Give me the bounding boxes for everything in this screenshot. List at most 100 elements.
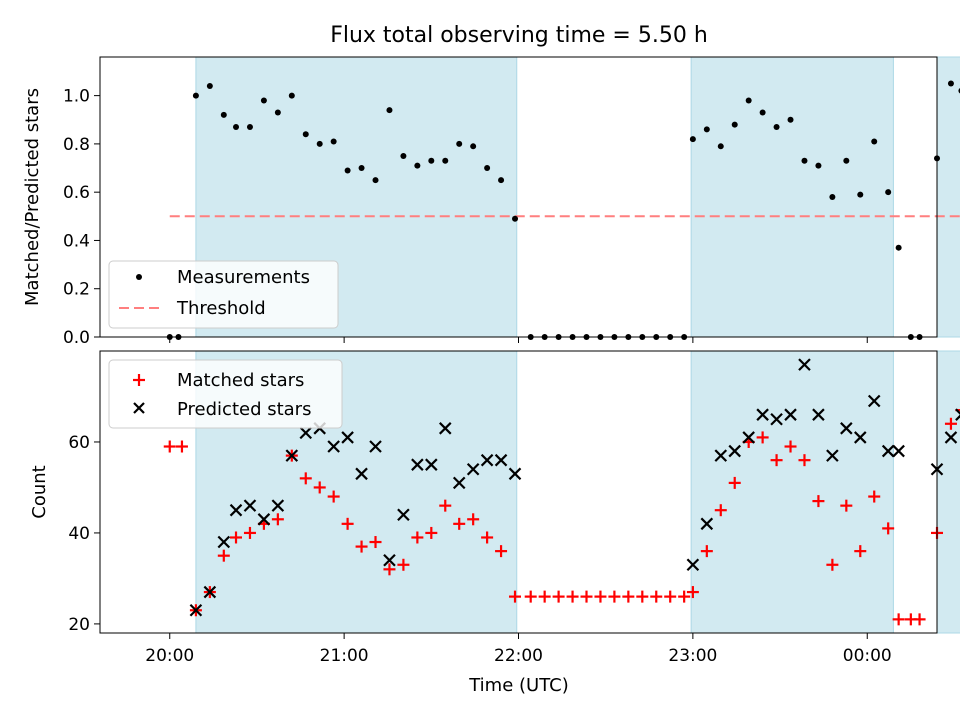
- matched-star-point: [714, 504, 727, 517]
- predicted-star-point: [770, 412, 783, 426]
- measurement-point: [484, 165, 491, 172]
- x-stroke-b: [853, 431, 867, 444]
- legend-label-predicted: Predicted stars: [177, 399, 311, 420]
- matched-star-point: [299, 472, 312, 485]
- x-stroke-b: [770, 412, 783, 426]
- predicted-star-point: [383, 553, 396, 567]
- predicted-star-point: [243, 499, 257, 512]
- predicted-star-point: [189, 603, 203, 617]
- x-stroke-b: [341, 431, 354, 444]
- y-tick-label: 0.8: [63, 135, 90, 155]
- legend-marker-measurements: [136, 274, 142, 280]
- predicted-star-point: [397, 508, 410, 522]
- x-stroke-b: [494, 453, 508, 467]
- predicted-star-point: [257, 513, 271, 526]
- matched-star-point: [163, 440, 176, 453]
- y-tick-label: 1.0: [63, 87, 90, 107]
- matched-star-point: [700, 545, 713, 558]
- x-stroke-b: [826, 449, 839, 462]
- matched-star-point: [636, 590, 649, 603]
- matched-star-point: [798, 454, 811, 467]
- predicted-star-point: [714, 449, 728, 462]
- measurement-point: [372, 177, 379, 184]
- matched-star-point: [341, 517, 354, 530]
- x-axis-label: Time (UTC): [468, 675, 569, 696]
- x-stroke-b: [383, 553, 396, 567]
- predicted-star-point: [466, 462, 480, 476]
- matched-star-point: [327, 490, 340, 503]
- predicted-star-point: [798, 358, 811, 371]
- measurement-point: [400, 152, 407, 159]
- predicted-star-point: [955, 408, 960, 421]
- x-stroke-b: [466, 462, 480, 476]
- predicted-star-point: [438, 422, 452, 435]
- legend-marker-predicted: [133, 402, 145, 414]
- x-stroke-b: [369, 440, 382, 453]
- x-stroke-b: [955, 414, 960, 421]
- predicted-star-point: [217, 535, 231, 549]
- matched-star-point: [840, 499, 853, 512]
- x-stroke-b: [700, 517, 714, 531]
- matched-star-point: [397, 558, 410, 571]
- predicted-star-point: [508, 467, 522, 481]
- measurement-point: [288, 92, 295, 99]
- measurement-point: [274, 109, 281, 116]
- measurement-point: [456, 140, 463, 147]
- measurement-point: [512, 215, 519, 222]
- x-stroke-b: [217, 535, 231, 549]
- bottom-y-axis-label: Count: [29, 465, 50, 518]
- measurement-point: [787, 116, 794, 123]
- x-stroke-b: [812, 408, 825, 421]
- predicted-star-point: [686, 558, 700, 572]
- measurement-point: [745, 97, 752, 104]
- x-stroke-b: [257, 513, 271, 526]
- x-stroke-b: [425, 458, 438, 471]
- x-tick-label: 22:00: [494, 646, 543, 666]
- matched-star-point: [608, 590, 621, 603]
- top-panel: 0.0 0.2 0.4 0.6 0.8 1.0 Matched/Predicted sta…: [22, 56, 960, 348]
- predicted-star-point: [480, 453, 494, 467]
- matched-star-point: [495, 545, 508, 558]
- matched-star-point: [524, 590, 537, 603]
- predicted-star-point: [327, 440, 340, 453]
- y-ticks-top: 0.0 0.2 0.4 0.6 0.8 1.0: [63, 87, 100, 348]
- legend-box-bottom: [108, 359, 343, 429]
- y-tick-label: 0.6: [63, 183, 90, 203]
- bottom-legend: Matched stars Predicted stars: [108, 359, 343, 429]
- predicted-star-point: [271, 499, 285, 512]
- matched-star-point: [868, 490, 881, 503]
- legend-label-matched: Matched stars: [177, 370, 304, 391]
- measurement-point: [233, 124, 240, 130]
- x-stroke-b: [728, 444, 742, 458]
- top-legend: Measurements Threshold: [108, 260, 339, 329]
- matched-star-point: [882, 522, 895, 535]
- measurement-point: [220, 111, 227, 118]
- predicted-star-point: [229, 503, 243, 517]
- matched-star-point: [355, 540, 368, 553]
- predicted-star-point: [355, 467, 368, 481]
- measurement-point: [498, 177, 505, 184]
- measurement-point: [801, 157, 808, 164]
- measurement-point: [344, 167, 351, 174]
- matched-star-point: [467, 513, 480, 526]
- predicted-star-point: [812, 408, 825, 421]
- predicted-star-point: [944, 431, 958, 444]
- matched-star-point: [481, 531, 494, 544]
- predicted-star-point: [411, 458, 424, 471]
- measurement-point: [246, 124, 253, 130]
- x-stroke-b: [798, 358, 811, 371]
- x-stroke-b: [508, 467, 522, 481]
- x-stroke-b: [327, 440, 340, 453]
- legend-box-top: [108, 260, 339, 329]
- x-stroke-a: [955, 408, 960, 415]
- x-stroke-b: [355, 467, 368, 481]
- matched-star-point: [594, 590, 607, 603]
- matched-star-point: [892, 613, 905, 626]
- x-stroke-b: [203, 585, 217, 599]
- measurements-series: [166, 80, 960, 340]
- x-ticks-top: [169, 337, 868, 343]
- x-stroke-b: [229, 503, 243, 517]
- measurement-point: [260, 97, 267, 104]
- matched-star-point: [944, 417, 957, 430]
- legend-label-threshold: Threshold: [176, 298, 266, 319]
